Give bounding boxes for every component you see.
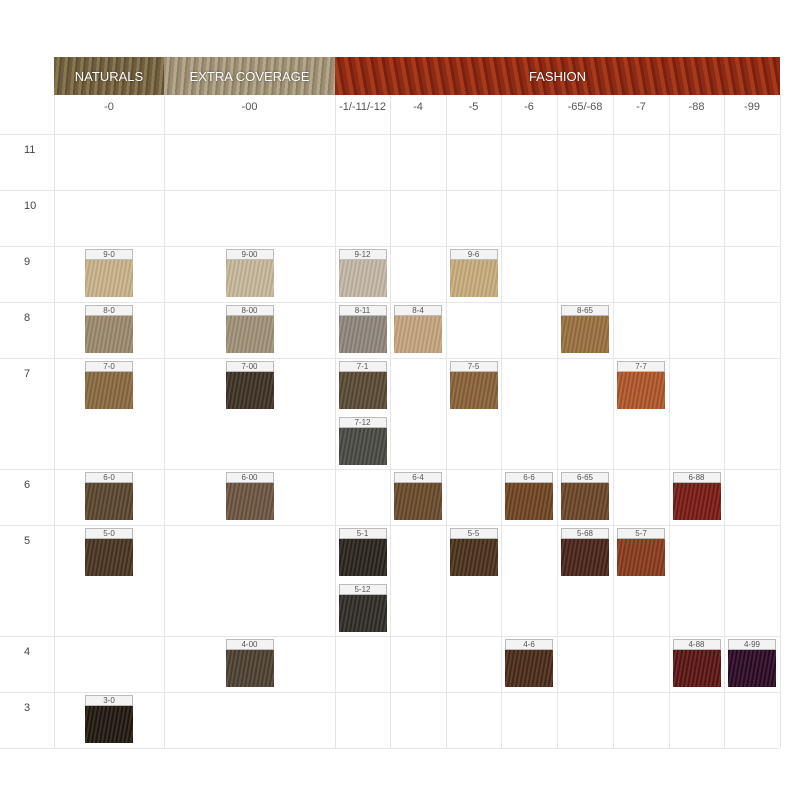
grid-line — [164, 95, 165, 748]
column-header: -4 — [413, 101, 423, 113]
grid-line — [54, 95, 55, 748]
column-header: -0 — [104, 101, 114, 113]
swatch-label: 5-12 — [338, 584, 387, 595]
grid-line — [669, 95, 670, 748]
swatch-label: 6-65 — [561, 472, 609, 483]
swatch-label: 5-5 — [449, 528, 498, 539]
swatch-label: 8-65 — [561, 305, 609, 316]
grid-line — [501, 95, 502, 748]
swatch-label: 6-6 — [505, 472, 553, 483]
row-label: 10 — [24, 200, 37, 212]
swatch-label: 9-0 — [85, 249, 133, 260]
swatch-label: 4-00 — [225, 639, 274, 650]
swatch-label: 8-4 — [394, 305, 442, 316]
column-header: -1/-11/-12 — [339, 101, 386, 113]
row-label: 9 — [24, 256, 31, 268]
swatch-label: 6-0 — [85, 472, 133, 483]
row-label: 3 — [24, 702, 31, 714]
swatch-label: 8-0 — [85, 305, 133, 316]
swatch-label: 6-00 — [225, 472, 274, 483]
column-header: -5 — [468, 101, 479, 113]
grid-line — [724, 95, 725, 748]
row-label: 4 — [24, 646, 31, 658]
grid-line — [0, 748, 780, 749]
swatch-label: 3-0 — [85, 695, 133, 706]
swatch-label: 4-99 — [728, 639, 776, 650]
row-label: 7 — [24, 368, 31, 380]
swatch-label: 7-00 — [225, 361, 274, 372]
swatch-label: 7-12 — [338, 417, 387, 428]
row-label: 11 — [24, 144, 36, 156]
swatch-label: 5-68 — [561, 528, 609, 539]
column-header: -65/-68 — [567, 101, 603, 113]
swatch-label: 7-0 — [85, 361, 133, 372]
grid-line — [613, 95, 614, 748]
swatch-label: 4-88 — [672, 639, 721, 650]
column-header: -6 — [524, 101, 534, 113]
swatch-label: 8-11 — [338, 305, 387, 316]
grid-line — [557, 95, 558, 748]
swatch-label: 9-00 — [225, 249, 274, 260]
grid-line — [780, 95, 781, 748]
group-header: NATURALS — [54, 57, 164, 95]
swatch-label: 9-12 — [338, 249, 387, 260]
swatch-label: 6-4 — [394, 472, 442, 483]
column-header: -7 — [636, 101, 646, 113]
grid-line — [390, 95, 391, 748]
row-label: 6 — [24, 479, 31, 491]
swatch-label: 5-0 — [85, 528, 133, 539]
group-header: FASHION — [335, 57, 780, 95]
column-header: -99 — [744, 101, 760, 113]
swatch-label: 6-88 — [672, 472, 721, 483]
row-label: 5 — [24, 535, 31, 547]
grid-line — [54, 134, 780, 135]
swatch-label: 7-5 — [449, 361, 498, 372]
swatch-label: 9-6 — [449, 249, 498, 260]
row-label: 8 — [24, 312, 31, 324]
swatch-label: 7-7 — [617, 361, 665, 372]
swatch-label: 8-00 — [225, 305, 274, 316]
swatch-label: 4-6 — [505, 639, 553, 650]
column-header: -88 — [688, 101, 705, 113]
swatch-label: 5-7 — [617, 528, 665, 539]
grid-line — [446, 95, 447, 748]
column-header: -00 — [241, 101, 258, 113]
swatch-label: 7-1 — [338, 361, 387, 372]
grid-line — [335, 95, 336, 748]
group-header: EXTRA COVERAGE — [164, 57, 335, 95]
swatch-label: 5-1 — [338, 528, 387, 539]
